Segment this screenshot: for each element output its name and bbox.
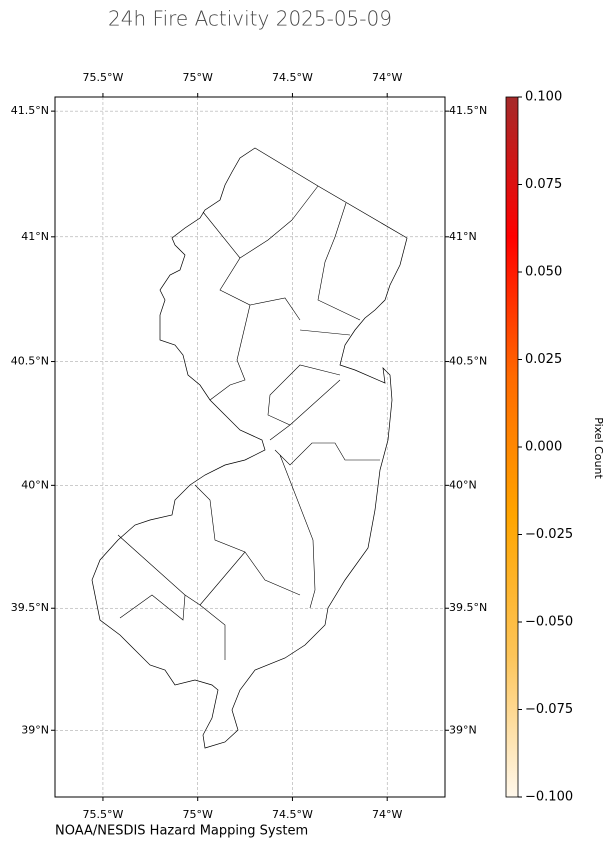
y-tick-label: 40.5°N xyxy=(11,355,49,368)
x-tick-label: 75°W xyxy=(183,71,213,84)
x-tick-label: 75.5°W xyxy=(83,808,124,821)
y-tick-label: 41°N xyxy=(21,230,49,243)
x-tick-label: 75°W xyxy=(183,808,213,821)
colorbar-tick-label: 0.100 xyxy=(525,90,562,105)
y-tick-label: 40.5°N xyxy=(449,355,487,368)
colorbar-tick-label: −0.050 xyxy=(525,615,573,630)
state-outline xyxy=(91,147,408,749)
colorbar-tick-label: −0.100 xyxy=(525,790,573,805)
y-tick-label: 39.5°N xyxy=(449,601,487,614)
colorbar xyxy=(505,96,519,798)
colorbar-label: Pixel Count xyxy=(592,417,605,479)
y-tick-label: 41.5°N xyxy=(11,104,49,117)
y-tick-label: 41.5°N xyxy=(449,104,487,117)
x-tick-label: 74°W xyxy=(372,808,402,821)
county-lines xyxy=(117,185,380,660)
y-tick-label: 39°N xyxy=(21,723,49,736)
colorbar-tick-label: −0.025 xyxy=(525,527,573,542)
colorbar-tick-label: 0.025 xyxy=(525,352,562,367)
colorbar-tick-label: −0.075 xyxy=(525,702,573,717)
y-tick-label: 41°N xyxy=(449,230,477,243)
y-tick-label: 39°N xyxy=(449,723,477,736)
chart-title: 24h Fire Activity 2025-05-09 xyxy=(108,7,392,31)
colorbar-tick-label: 0.050 xyxy=(525,265,562,280)
x-tick-label: 74.5°W xyxy=(272,71,313,84)
colorbar-tick-label: 0.075 xyxy=(525,177,562,192)
x-tick-label: 75.5°W xyxy=(83,71,124,84)
y-tick-label: 40°N xyxy=(21,478,49,491)
x-tick-label: 74°W xyxy=(372,71,402,84)
y-tick-label: 40°N xyxy=(449,478,477,491)
map-frame xyxy=(54,96,446,798)
colorbar-tick-label: 0.000 xyxy=(525,440,562,455)
y-tick-label: 39.5°N xyxy=(11,601,49,614)
source-credit: NOAA/NESDIS Hazard Mapping System xyxy=(55,824,308,839)
grid xyxy=(55,97,445,797)
x-tick-label: 74.5°W xyxy=(272,808,313,821)
